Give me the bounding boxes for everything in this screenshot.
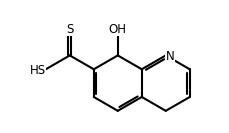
Text: HS: HS [30,64,46,77]
Text: N: N [165,50,174,63]
Text: OH: OH [108,23,126,36]
Text: S: S [66,23,73,36]
